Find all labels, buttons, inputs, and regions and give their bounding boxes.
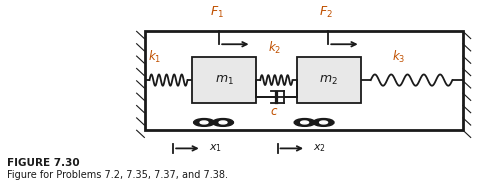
Text: $F_1$: $F_1$ bbox=[210, 4, 224, 19]
Circle shape bbox=[219, 121, 227, 124]
Circle shape bbox=[301, 121, 309, 124]
Circle shape bbox=[194, 118, 214, 126]
Circle shape bbox=[319, 121, 328, 124]
Text: $k_3$: $k_3$ bbox=[392, 49, 405, 65]
Text: $k_1$: $k_1$ bbox=[148, 49, 161, 65]
Circle shape bbox=[200, 121, 208, 124]
Circle shape bbox=[212, 118, 233, 126]
Circle shape bbox=[294, 118, 315, 126]
Circle shape bbox=[313, 118, 334, 126]
Text: $m_2$: $m_2$ bbox=[319, 74, 338, 87]
Bar bbox=[145, 31, 463, 130]
Text: $F_2$: $F_2$ bbox=[319, 4, 333, 19]
Text: Figure for Problems 7.2, 7.35, 7.37, and 7.38.: Figure for Problems 7.2, 7.35, 7.37, and… bbox=[7, 171, 228, 181]
Text: $x_1$: $x_1$ bbox=[209, 143, 222, 154]
Text: $k_2$: $k_2$ bbox=[268, 40, 281, 56]
Text: FIGURE 7.30: FIGURE 7.30 bbox=[7, 158, 80, 168]
Text: $c$: $c$ bbox=[270, 105, 278, 118]
Bar bbox=[192, 57, 256, 103]
Text: $x_2$: $x_2$ bbox=[313, 143, 326, 154]
Text: $m_1$: $m_1$ bbox=[215, 74, 234, 87]
Bar bbox=[297, 57, 361, 103]
